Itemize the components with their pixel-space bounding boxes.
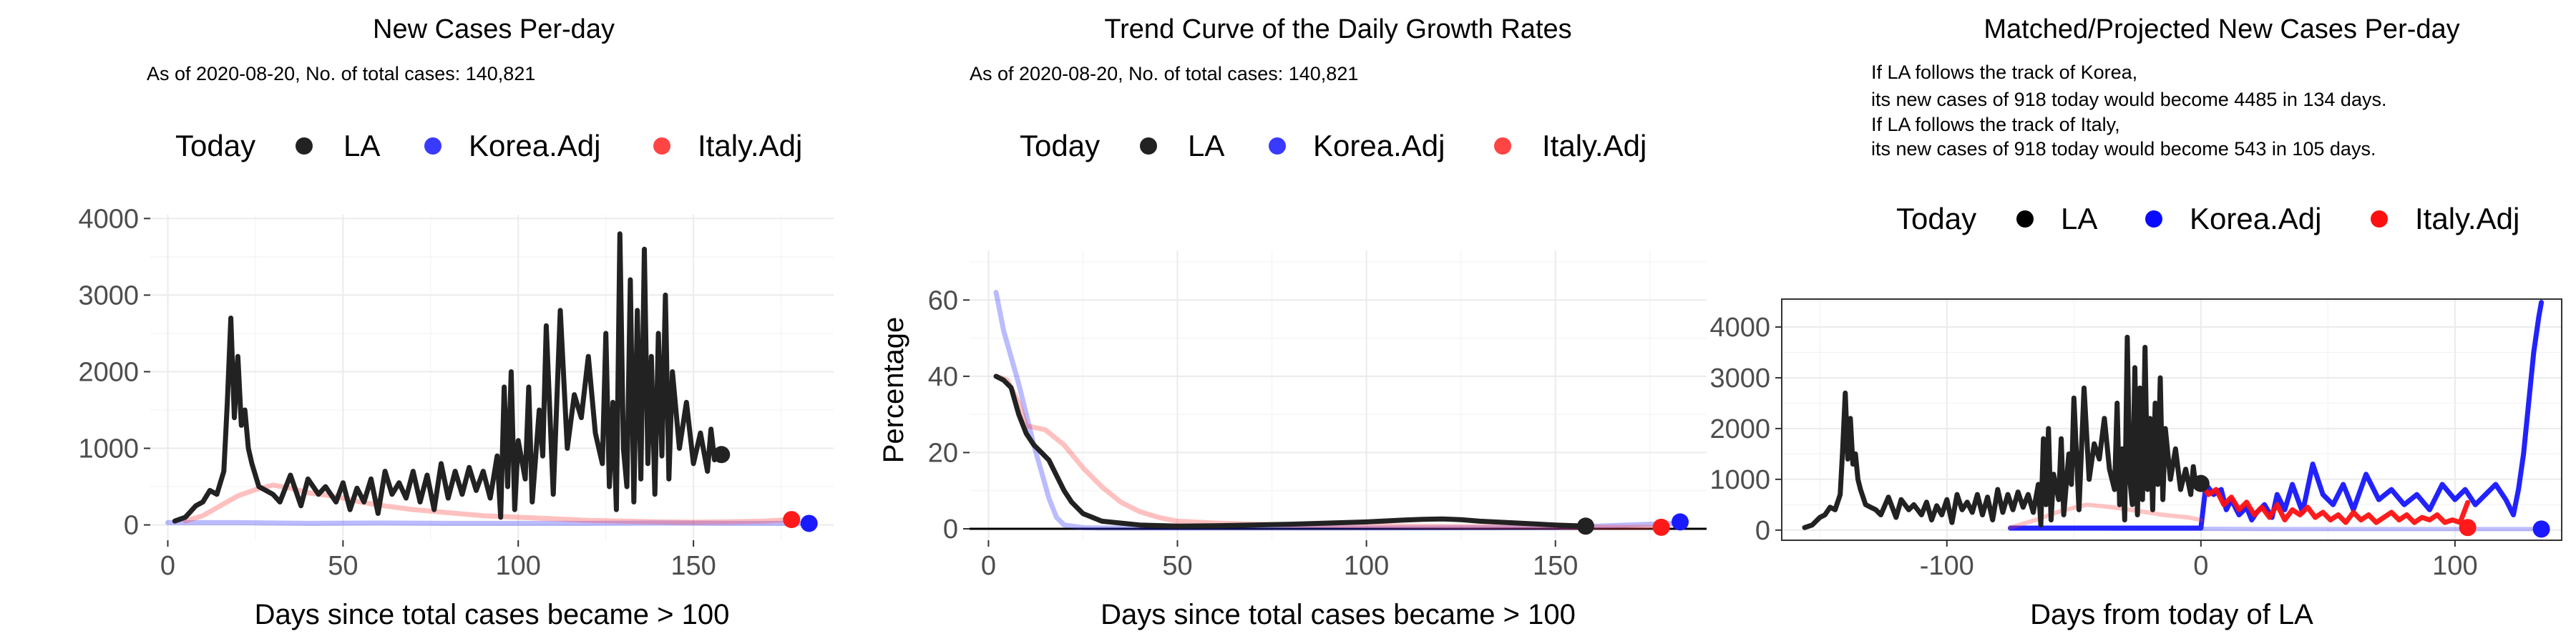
series-line-italy-adj-past [2008, 502, 2203, 530]
series-line-korea-adj-past [2008, 526, 2547, 532]
y-tick-label: 2000 [78, 357, 139, 387]
x-axis-label: Days since total cases became > 100 [255, 599, 730, 630]
x-tick-label: 150 [1533, 551, 1578, 581]
legend-label-korea: Korea.Adj [2190, 202, 2321, 235]
plot-frame [1781, 298, 2562, 541]
x-tick-label: 100 [2432, 551, 2477, 581]
y-tick-label: 1000 [78, 434, 139, 464]
legend-key-korea [424, 137, 441, 155]
today-point-italy-adj [1652, 518, 1670, 536]
x-tick-label: 0 [160, 551, 175, 581]
x-tick-label: 50 [1162, 551, 1192, 581]
today-point-la [713, 446, 731, 464]
legend-title: Today [1896, 202, 1976, 235]
plot-area: 0 50 100 150 0 1000 2000 3000 4000 Days since tot… [78, 204, 834, 630]
today-point-korea-adj [2532, 520, 2550, 538]
y-tick-label: 1000 [1709, 465, 1770, 495]
legend: Today LA Korea.Adj Italy.Adj [1896, 202, 2519, 235]
series-line-la [993, 374, 1589, 529]
legend-key-italy [2371, 210, 2388, 228]
series-line-italy-adj [2198, 481, 2471, 525]
legend-label-italy: Italy.Adj [2415, 202, 2519, 235]
legend-label-la: LA [2061, 202, 2097, 235]
y-tick-label: 2000 [1709, 414, 1770, 444]
chart-subtitle: As of 2020-08-20, No. of total cases: 14… [970, 63, 1358, 84]
y-tick-label: 3000 [78, 280, 139, 311]
legend-label-la: LA [1188, 129, 1224, 162]
series-line-la [1802, 334, 2204, 530]
y-tick-label: 4000 [1709, 313, 1770, 343]
subtitle-line-1: If LA follows the track of Korea, [1871, 62, 2137, 83]
legend-title: Today [175, 129, 255, 162]
legend-key-la [1140, 137, 1157, 155]
x-tick-label: 50 [328, 551, 358, 581]
x-tick-label: -100 [1920, 551, 1974, 581]
series-line-korea-adj [2008, 300, 2545, 531]
chart-title: Trend Curve of the Daily Growth Rates [1104, 14, 1571, 44]
x-tick-label: 0 [2193, 551, 2208, 581]
x-tick-label: 100 [496, 551, 541, 581]
chart-subtitle: As of 2020-08-20, No. of total cases: 14… [147, 63, 535, 84]
y-tick-label: 20 [928, 438, 958, 468]
plot-background [970, 250, 1707, 540]
legend-label-italy: Italy.Adj [698, 129, 802, 162]
legend: Today LA Korea.Adj Italy.Adj [1020, 129, 1646, 162]
y-tick-label: 0 [943, 514, 958, 545]
y-tick-label: 0 [1755, 516, 1770, 546]
y-tick-label: 0 [124, 511, 139, 541]
chart-title: Matched/Projected New Cases Per-day [1984, 14, 2459, 44]
plot-area: 0 50 100 150 0 20 40 60 Days since total cases b… [928, 250, 1707, 630]
series-line-italy-adj [993, 374, 1664, 530]
panel-projected: Matched/Projected New Cases Per-day If L… [1709, 14, 2562, 630]
today-point-korea-adj [1672, 513, 1689, 531]
today-point-la [2192, 474, 2210, 492]
today-point-korea-adj [800, 514, 818, 532]
y-tick-label: 60 [928, 286, 958, 316]
today-point-italy-adj [2459, 519, 2477, 537]
chart-title: New Cases Per-day [373, 14, 615, 44]
legend-title: Today [1020, 129, 1100, 162]
legend: Today LA Korea.Adj Italy.Adj [175, 129, 802, 162]
legend-label-korea: Korea.Adj [469, 129, 600, 162]
x-tick-label: 150 [670, 551, 716, 581]
legend-key-italy [1494, 137, 1511, 155]
x-axis-label: Days since total cases became > 100 [1101, 599, 1576, 630]
series-line-la [172, 231, 724, 524]
y-tick-label: 4000 [78, 204, 139, 234]
x-tick-label: 100 [1344, 551, 1389, 581]
legend-key-italy [653, 137, 670, 155]
legend-label-korea: Korea.Adj [1313, 129, 1445, 162]
y-axis-label: Percentage [878, 317, 909, 464]
legend-label-italy: Italy.Adj [1542, 129, 1646, 162]
y-tick-label: 40 [928, 362, 958, 392]
legend-label-la: LA [343, 129, 380, 162]
subtitle-line-2: its new cases of 918 today would become … [1871, 89, 2386, 110]
y-tick-label: 3000 [1709, 364, 1770, 394]
x-tick-label: 0 [981, 551, 996, 581]
legend-key-korea [1269, 137, 1286, 155]
subtitle-line-4: its new cases of 918 today would become … [1871, 138, 2376, 160]
series-line-korea-adj [165, 519, 812, 526]
today-point-italy-adj [783, 511, 801, 529]
today-point-la [1576, 517, 1594, 535]
subtitle-line-3: If LA follows the track of Italy, [1871, 114, 2120, 135]
panel-growth-rates: Trend Curve of the Daily Growth Rates As… [878, 14, 1707, 630]
legend-key-la [296, 137, 313, 155]
legend-key-la [2016, 210, 2034, 228]
series-line-korea-adj [993, 290, 1683, 531]
x-axis-label: Days from today of LA [2030, 599, 2313, 630]
legend-key-korea [2145, 210, 2162, 228]
panel-new-cases: New Cases Per-day As of 2020-08-20, No. … [78, 14, 834, 630]
